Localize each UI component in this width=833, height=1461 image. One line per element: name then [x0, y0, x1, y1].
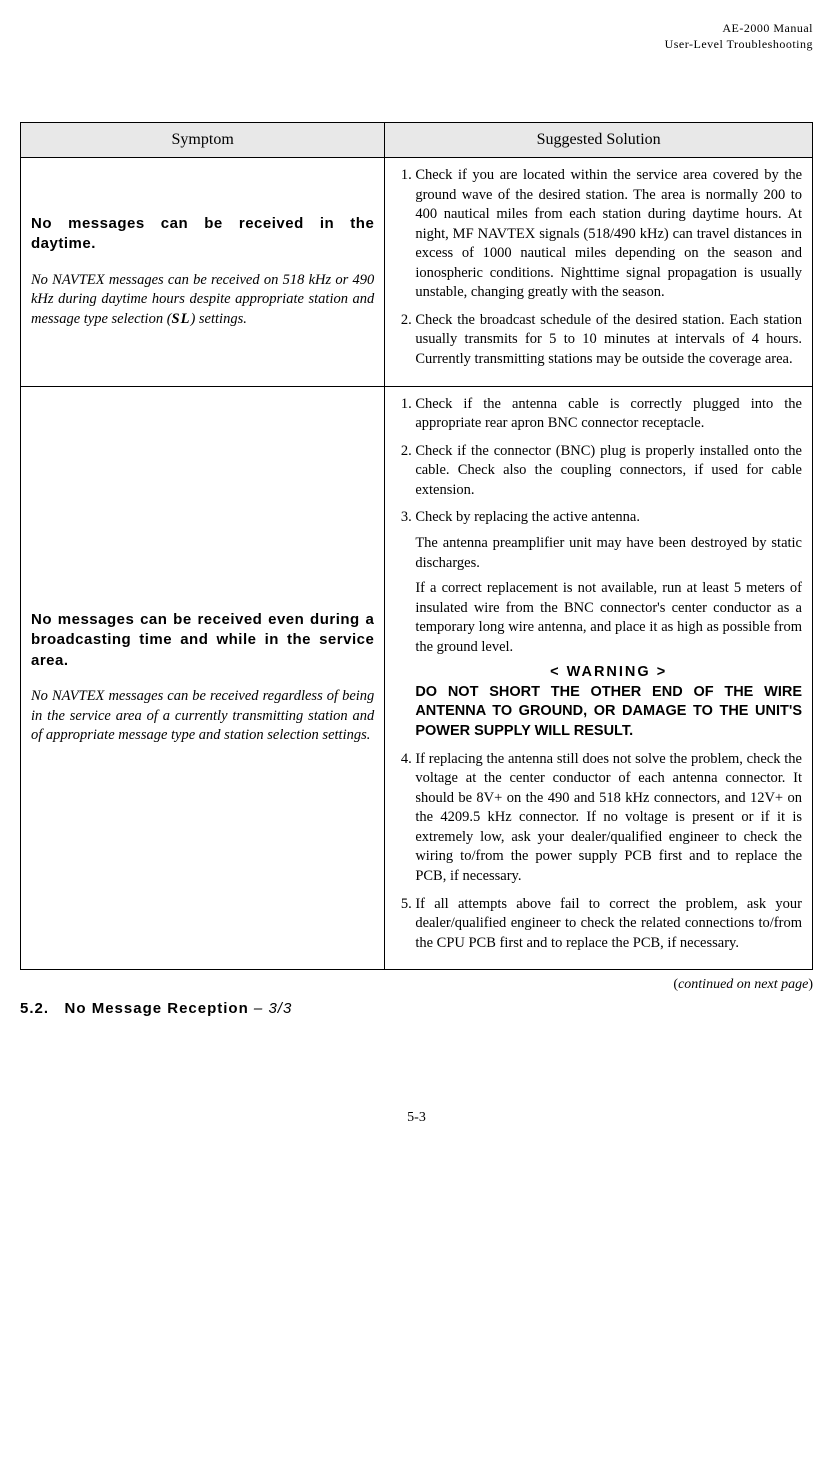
symptom-description: No NAVTEX messages can be received on 51…: [31, 271, 374, 330]
header-subtitle: User-Level Troubleshooting: [20, 36, 813, 52]
list-item: Check by replacing the active antenna. T…: [415, 508, 802, 741]
solution-list: Check if you are located within the serv…: [395, 166, 802, 370]
solution-cell: Check if the antenna cable is correctly …: [385, 386, 813, 970]
solution-cell: Check if you are located within the serv…: [385, 157, 813, 386]
warning-text: DO NOT SHORT THE OTHER END OF THE WIRE A…: [415, 683, 802, 742]
header-title: AE-2000 Manual: [20, 20, 813, 36]
section-number: 5.2.: [20, 1000, 49, 1017]
symptom-title: No messages can be received even during …: [31, 610, 374, 671]
list-item: If replacing the antenna still does not …: [415, 750, 802, 887]
section-sub: – 3/3: [249, 1000, 293, 1017]
troubleshooting-table: Symptom Suggested Solution No messages c…: [20, 122, 813, 970]
symptom-cell: No messages can be received even during …: [21, 386, 385, 970]
sub-paragraph: If a correct replacement is not availabl…: [415, 579, 802, 657]
list-item: Check the broadcast schedule of the desi…: [415, 311, 802, 370]
warning-label: < WARNING >: [415, 663, 802, 683]
sub-paragraph: The antenna preamplifier unit may have b…: [415, 534, 802, 573]
col-solution: Suggested Solution: [385, 123, 813, 158]
list-item: Check if the connector (BNC) plug is pro…: [415, 442, 802, 501]
list-item: If all attempts above fail to correct th…: [415, 895, 802, 954]
manual-header: AE-2000 Manual User-Level Troubleshootin…: [20, 20, 813, 52]
table-row: No messages can be received even during …: [21, 386, 813, 970]
solution-list: Check if the antenna cable is correctly …: [395, 395, 802, 954]
list-item: Check if you are located within the serv…: [415, 166, 802, 303]
symptom-title: No messages can be received in the dayti…: [31, 214, 374, 255]
section-title: No Message Reception: [65, 1000, 249, 1017]
section-heading: 5.2. No Message Reception – 3/3: [20, 999, 813, 1019]
list-item: Check if the antenna cable is correctly …: [415, 395, 802, 434]
col-symptom: Symptom: [21, 123, 385, 158]
symptom-description: No NAVTEX messages can be received regar…: [31, 687, 374, 746]
symptom-cell: No messages can be received in the dayti…: [21, 157, 385, 386]
page-number: 5-3: [20, 1109, 813, 1128]
table-header-row: Symptom Suggested Solution: [21, 123, 813, 158]
continued-note: (continued on next page): [20, 976, 813, 995]
table-row: No messages can be received in the dayti…: [21, 157, 813, 386]
